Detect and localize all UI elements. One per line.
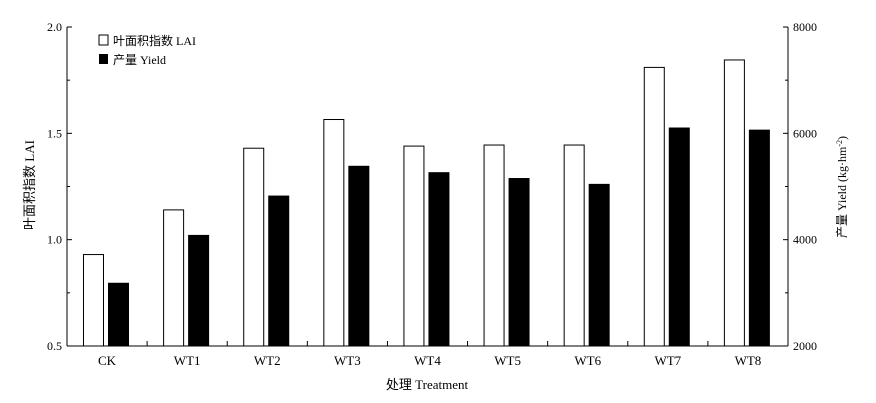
x-tick-label-wt6: WT6 bbox=[574, 353, 601, 368]
x-axis-label: 处理 Treatment bbox=[386, 377, 469, 392]
right-y-tick-label: 6000 bbox=[793, 126, 817, 140]
x-axis-ticks: CK WT1 WT2 WT3 WT4 WT5 WT6 WT7 WT8 bbox=[98, 341, 761, 368]
bar-lai-wt2 bbox=[243, 147, 265, 347]
x-tick-label-wt7: WT7 bbox=[654, 353, 681, 368]
bar-yield-ck bbox=[108, 282, 129, 347]
left-y-axis-label: 叶面积指数 LAI bbox=[22, 140, 37, 230]
x-tick-label-wt3: WT3 bbox=[334, 353, 361, 368]
legend-label-yield: 产量 Yield bbox=[113, 53, 166, 67]
right-y-tick-label: 8000 bbox=[793, 20, 817, 34]
left-y-tick-label: 1.5 bbox=[47, 126, 62, 140]
legend: 叶面积指数 LAI 产量 Yield bbox=[98, 33, 196, 67]
right-y-tick-label: 2000 bbox=[793, 339, 817, 353]
right-y-axis-label: 产量 Yield (kg·hm-2) bbox=[835, 136, 849, 238]
bar-lai-wt7 bbox=[643, 66, 665, 347]
bar-yield-wt6 bbox=[588, 183, 610, 347]
bar-lai-wt5 bbox=[483, 144, 505, 347]
left-y-tick-label: 2.0 bbox=[47, 20, 62, 34]
legend-swatch-yield bbox=[99, 54, 108, 64]
right-y-tick-label: 4000 bbox=[793, 233, 817, 247]
bar-yield-wt5 bbox=[508, 178, 530, 347]
bar-lai-ck bbox=[83, 254, 104, 347]
bar-yield-wt1 bbox=[188, 234, 210, 347]
right-y-axis-ticks: 2000 4000 6000 8000 bbox=[783, 20, 817, 353]
x-tick-label-ck: CK bbox=[98, 353, 117, 368]
legend-label-lai: 叶面积指数 LAI bbox=[113, 33, 196, 48]
left-y-tick-label: 1.0 bbox=[47, 233, 62, 247]
x-tick-label-wt4: WT4 bbox=[414, 353, 441, 368]
x-tick-label-wt1: WT1 bbox=[174, 353, 201, 368]
bar-yield-wt3 bbox=[348, 165, 370, 347]
bar-yield-wt4 bbox=[428, 172, 450, 347]
legend-swatch-lai bbox=[98, 34, 109, 46]
bar-lai-wt8 bbox=[723, 59, 745, 347]
right-y-axis-label-close: ) bbox=[835, 136, 849, 140]
right-y-axis-label-main: 产量 Yield (kg·hm bbox=[835, 146, 849, 238]
x-tick-label-wt2: WT2 bbox=[254, 353, 281, 368]
left-y-tick-label: 0.5 bbox=[47, 339, 62, 353]
left-y-axis-ticks: 0.5 1.0 1.5 2.0 bbox=[47, 20, 72, 353]
bar-yield-wt7 bbox=[668, 127, 690, 347]
x-tick-label-wt5: WT5 bbox=[494, 353, 521, 368]
bar-lai-wt1 bbox=[163, 209, 185, 347]
bar-lai-wt6 bbox=[563, 144, 585, 347]
bar-lai-wt3 bbox=[323, 119, 345, 347]
bar-lai-wt4 bbox=[403, 145, 425, 347]
x-tick-label-wt8: WT8 bbox=[735, 353, 762, 368]
bar-yield-wt8 bbox=[748, 129, 770, 347]
right-y-axis-label-sup: -2 bbox=[835, 140, 844, 147]
bars-layer bbox=[83, 59, 770, 347]
bar-yield-wt2 bbox=[268, 195, 290, 347]
